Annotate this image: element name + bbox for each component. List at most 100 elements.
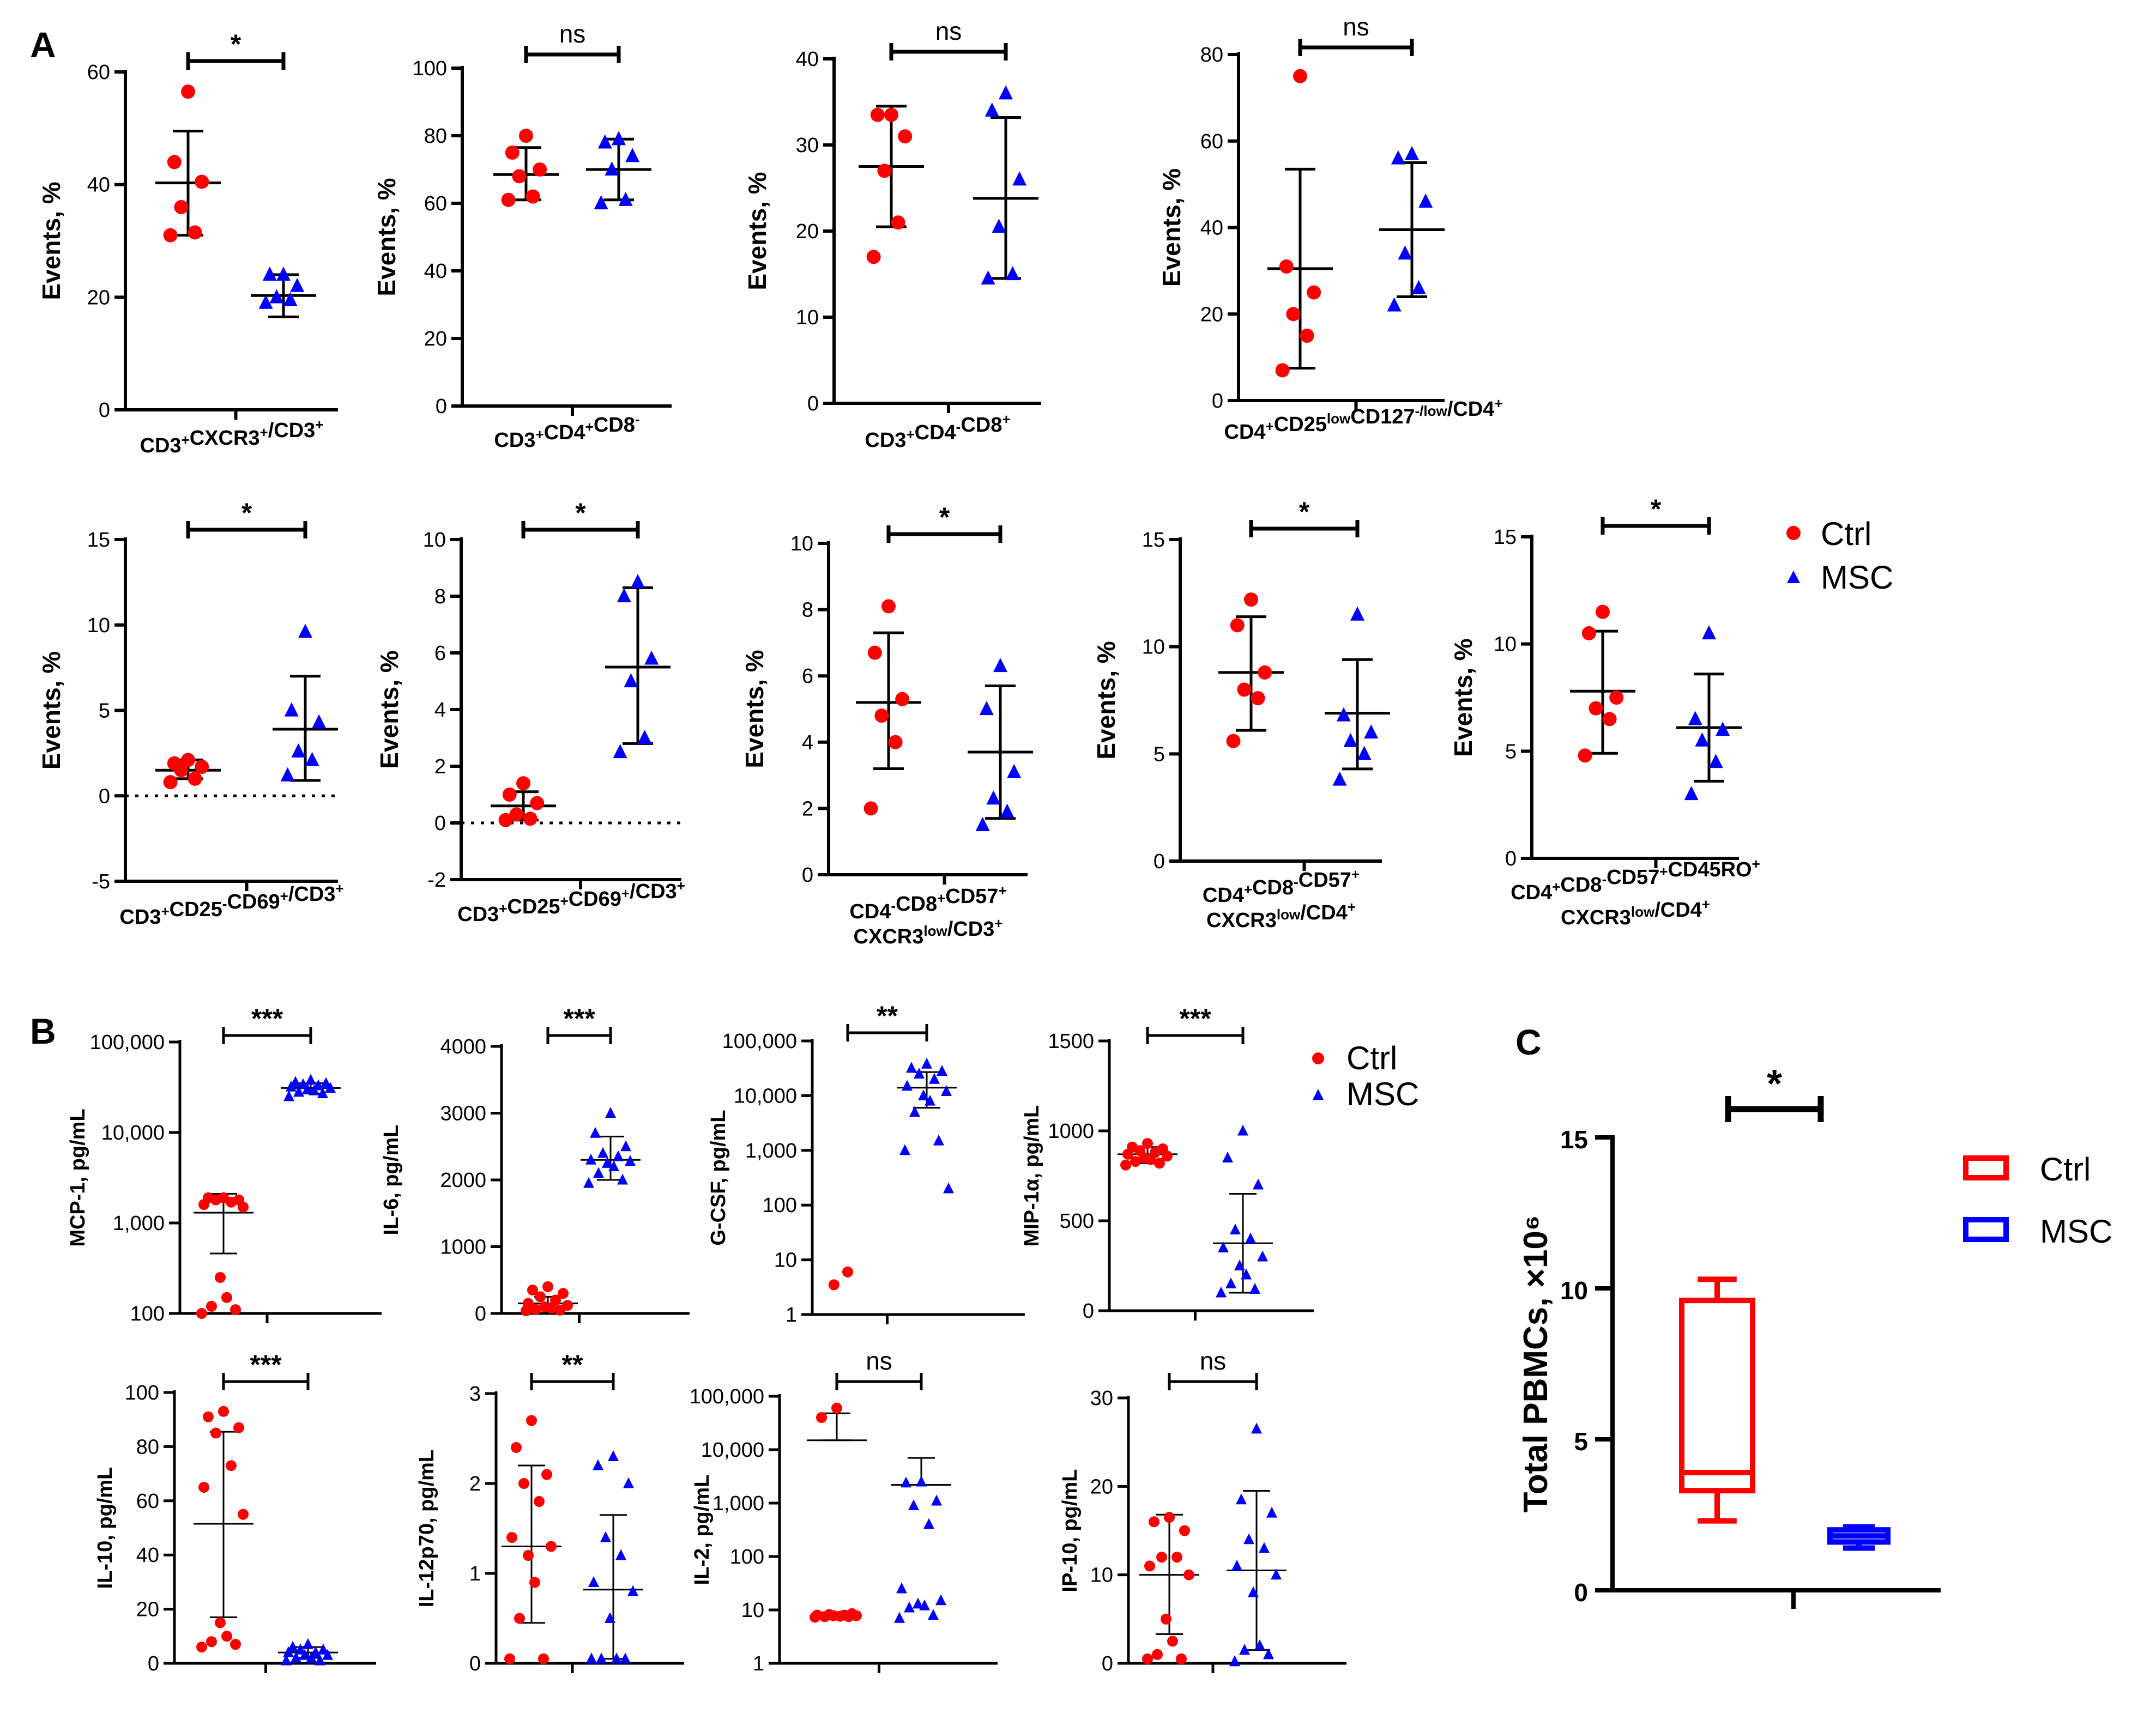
data-point-msc bbox=[305, 752, 319, 766]
y-tick-label: 0 bbox=[148, 1652, 159, 1675]
data-point-ctrl bbox=[1142, 1653, 1153, 1664]
data-point-ctrl bbox=[816, 1412, 827, 1423]
data-point-ctrl bbox=[1145, 1154, 1156, 1165]
data-point-msc bbox=[1230, 1224, 1241, 1235]
data-point-ctrl bbox=[1589, 701, 1603, 716]
y-tick-label: 20 bbox=[1200, 303, 1223, 326]
x-axis-label: CXCR3low/CD3+ bbox=[854, 915, 1003, 948]
data-point-ctrl bbox=[819, 1611, 830, 1622]
data-point-msc bbox=[299, 1649, 310, 1660]
data-point-msc bbox=[1229, 1655, 1240, 1667]
data-point-msc bbox=[899, 1144, 910, 1155]
data-point-ctrl bbox=[195, 174, 209, 189]
y-tick-label: 10,000 bbox=[101, 1122, 165, 1144]
legend-c-ctrl-marker bbox=[1963, 1155, 2009, 1180]
y-axis-label: Events, % bbox=[1157, 168, 1186, 287]
data-point-msc bbox=[1343, 732, 1358, 747]
data-point-ctrl bbox=[206, 1300, 217, 1312]
y-tick-label: 0 bbox=[802, 864, 813, 887]
y-tick-label: 10 bbox=[774, 1249, 797, 1272]
y-tick-label: 100,000 bbox=[690, 1385, 764, 1408]
data-point-msc bbox=[1702, 625, 1716, 640]
data-point-ctrl bbox=[504, 1653, 515, 1664]
y-tick-label: 0 bbox=[436, 395, 447, 418]
data-point-msc bbox=[1222, 1152, 1233, 1163]
significance-label: * bbox=[939, 502, 950, 532]
data-point-ctrl bbox=[533, 162, 547, 177]
data-point-msc bbox=[605, 161, 619, 176]
y-tick-label: 10 bbox=[1090, 1564, 1113, 1587]
y-tick-label: 10 bbox=[423, 529, 446, 552]
data-point-msc bbox=[916, 1475, 927, 1487]
y-tick-label: 500 bbox=[1060, 1210, 1094, 1233]
y-axis-label: IL-10, pg/mL bbox=[94, 1467, 117, 1589]
data-point-ctrl bbox=[218, 1406, 229, 1417]
data-point-ctrl bbox=[884, 107, 898, 122]
data-point-msc bbox=[594, 195, 608, 210]
data-point-msc bbox=[1387, 297, 1402, 312]
data-point-ctrl bbox=[1230, 618, 1245, 633]
y-axis-label: Events, % bbox=[743, 172, 771, 290]
data-point-msc bbox=[1216, 1286, 1227, 1298]
data-point-ctrl bbox=[226, 1196, 237, 1208]
data-point-msc bbox=[1007, 764, 1022, 778]
y-tick-label: 2 bbox=[469, 1473, 481, 1495]
data-point-msc bbox=[918, 1089, 929, 1100]
data-point-msc bbox=[1271, 1568, 1282, 1580]
y-tick-label: 0 bbox=[1212, 390, 1223, 413]
significance-label: * bbox=[1767, 1062, 1782, 1106]
y-tick-label: 100 bbox=[730, 1546, 764, 1568]
data-point-ctrl bbox=[1149, 1516, 1159, 1528]
y-tick-label: 5 bbox=[1505, 740, 1517, 763]
data-point-msc bbox=[1688, 711, 1702, 725]
legend-a-ctrl-marker bbox=[1786, 526, 1801, 540]
data-point-msc bbox=[981, 270, 995, 285]
data-point-msc bbox=[1405, 146, 1419, 160]
significance-label: ** bbox=[877, 1001, 898, 1031]
data-point-ctrl bbox=[238, 1201, 249, 1213]
data-point-msc bbox=[597, 1147, 608, 1158]
data-point-ctrl bbox=[810, 1612, 820, 1623]
chart-4: 0 20 40 60 80 Events, % CD4+CD25lowCD127-/low/… bbox=[1157, 13, 1503, 444]
data-point-ctrl bbox=[502, 788, 517, 802]
data-point-msc bbox=[1249, 1283, 1260, 1294]
y-tick-label: 5 bbox=[1574, 1427, 1588, 1456]
data-point-ctrl bbox=[512, 169, 527, 184]
data-point-msc bbox=[1231, 1560, 1242, 1571]
data-point-ctrl bbox=[1251, 691, 1265, 706]
data-point-msc bbox=[921, 1057, 932, 1069]
y-tick-label: 1000 bbox=[1048, 1120, 1094, 1143]
x-axis-label: CD4+CD8-CD57+ bbox=[1203, 866, 1360, 907]
x-axis-label: CD3+CXCR3+/CD3+ bbox=[140, 416, 324, 457]
data-point-msc bbox=[1225, 1277, 1236, 1289]
chart-1: 0 20 40 60 Events, % CD3+CXCR3+/CD3+ * bbox=[37, 29, 338, 457]
data-point-msc bbox=[309, 1084, 319, 1095]
data-point-ctrl bbox=[215, 1617, 226, 1628]
data-point-ctrl bbox=[530, 796, 545, 810]
data-point-msc bbox=[613, 1150, 624, 1161]
data-point-msc bbox=[928, 1609, 939, 1620]
y-tick-label: 40 bbox=[136, 1544, 159, 1567]
data-point-ctrl bbox=[509, 807, 524, 822]
data-point-ctrl bbox=[221, 1631, 232, 1642]
data-point-ctrl bbox=[1578, 748, 1592, 763]
data-point-msc bbox=[941, 1085, 952, 1097]
data-point-ctrl bbox=[210, 1194, 221, 1206]
y-tick-label: 100 bbox=[130, 1303, 165, 1325]
data-point-ctrl bbox=[1183, 1569, 1194, 1580]
chart-8: 0 5 10 15 Events, % CD4+CD8-CD57+CXCR3low/CD4… bbox=[1092, 496, 1390, 932]
data-point-ctrl bbox=[881, 599, 896, 614]
y-axis-label: IP-10, pg/mL bbox=[1059, 1469, 1082, 1592]
data-point-ctrl bbox=[1609, 691, 1624, 705]
y-axis-label: Total PBMCs, ×10⁶ bbox=[1517, 1215, 1555, 1513]
y-axis-label: G-CSF, pg/mL bbox=[707, 1110, 730, 1245]
x-axis-label: CXCR3low/CD4+ bbox=[1206, 899, 1356, 932]
data-point-msc bbox=[1708, 754, 1723, 768]
data-point-msc bbox=[281, 1654, 292, 1666]
data-point-msc bbox=[315, 1654, 325, 1666]
data-point-msc bbox=[276, 267, 291, 281]
y-tick-label: 3 bbox=[469, 1383, 481, 1406]
chart-2: 0 20 40 60 80 100 Events, % CD3+CD4+CD8- ns bbox=[372, 20, 672, 452]
legend-b-msc-marker bbox=[1313, 1089, 1324, 1100]
y-tick-label: 40 bbox=[1200, 217, 1223, 240]
